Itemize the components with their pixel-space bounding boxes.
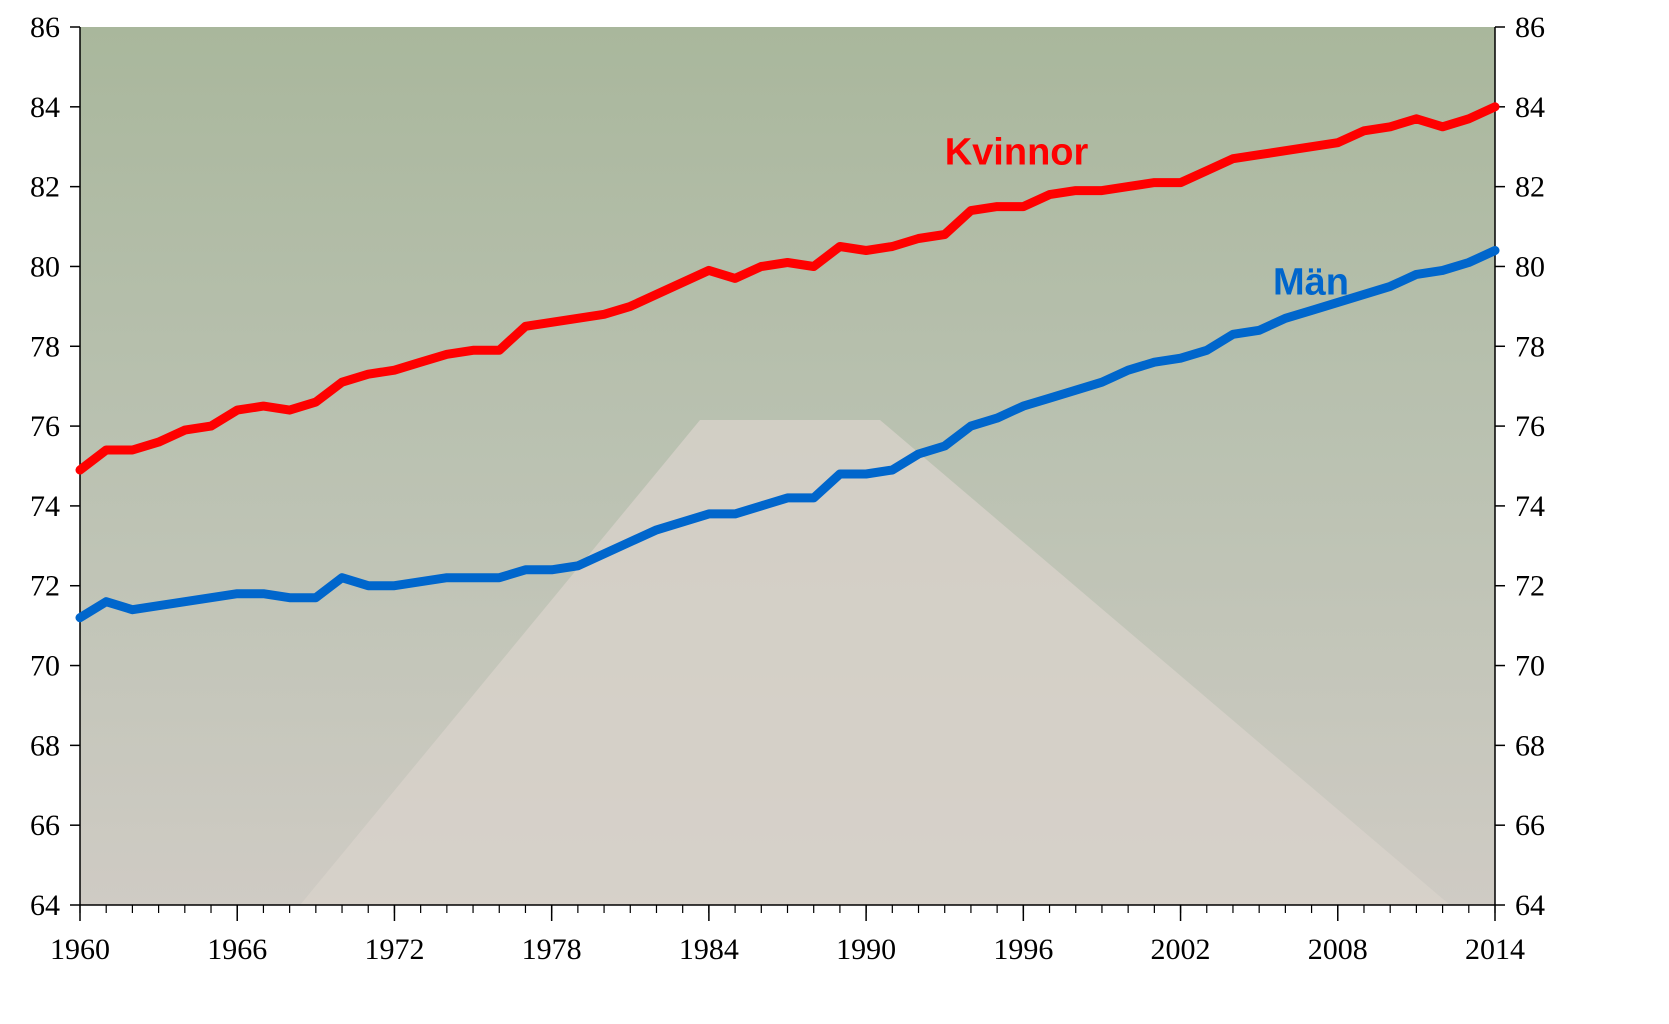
y2-tick-label: 76 [1515, 410, 1545, 443]
bridge-deck [300, 420, 1450, 905]
x-tick-label: 1972 [364, 933, 424, 966]
y-tick-label: 82 [30, 171, 60, 204]
x-tick-label: 1990 [836, 933, 896, 966]
series-line [75, 246, 1500, 623]
y2-tick-label: 84 [1515, 91, 1545, 124]
x-tick-label: 1960 [50, 933, 110, 966]
y2-tick-label: 64 [1515, 889, 1545, 922]
y-tick-label: 84 [30, 91, 60, 124]
x-tick-label: 1966 [207, 933, 267, 966]
y2-tick-label: 66 [1515, 809, 1545, 842]
series-line [75, 102, 1500, 475]
y2-tick-label: 78 [1515, 330, 1545, 363]
y2-tick-label: 68 [1515, 729, 1545, 762]
y-tick-label: 74 [30, 490, 60, 523]
x-tick-label: 2014 [1465, 933, 1525, 966]
y2-tick-label: 80 [1515, 250, 1545, 283]
x-tick-label: 1996 [993, 933, 1053, 966]
y-tick-label: 68 [30, 729, 60, 762]
y2-tick-label: 72 [1515, 570, 1545, 603]
x-tick-label: 1978 [522, 933, 582, 966]
y-tick-label: 80 [30, 250, 60, 283]
y2-tick-label: 74 [1515, 490, 1545, 523]
x-tick-label: 1984 [679, 933, 739, 966]
y2-tick-label: 70 [1515, 650, 1545, 683]
series-label: Kvinnor [945, 132, 1089, 174]
x-tick-label: 2008 [1308, 933, 1368, 966]
y-tick-label: 86 [30, 11, 60, 44]
y-tick-label: 78 [30, 330, 60, 363]
x-tick-label: 2002 [1151, 933, 1211, 966]
series-label: Män [1273, 261, 1349, 303]
y-tick-label: 70 [30, 650, 60, 683]
y-tick-label: 64 [30, 889, 60, 922]
y2-tick-label: 82 [1515, 171, 1545, 204]
y2-tick-label: 86 [1515, 11, 1545, 44]
y-tick-label: 66 [30, 809, 60, 842]
y-tick-label: 72 [30, 570, 60, 603]
y-tick-label: 76 [30, 410, 60, 443]
